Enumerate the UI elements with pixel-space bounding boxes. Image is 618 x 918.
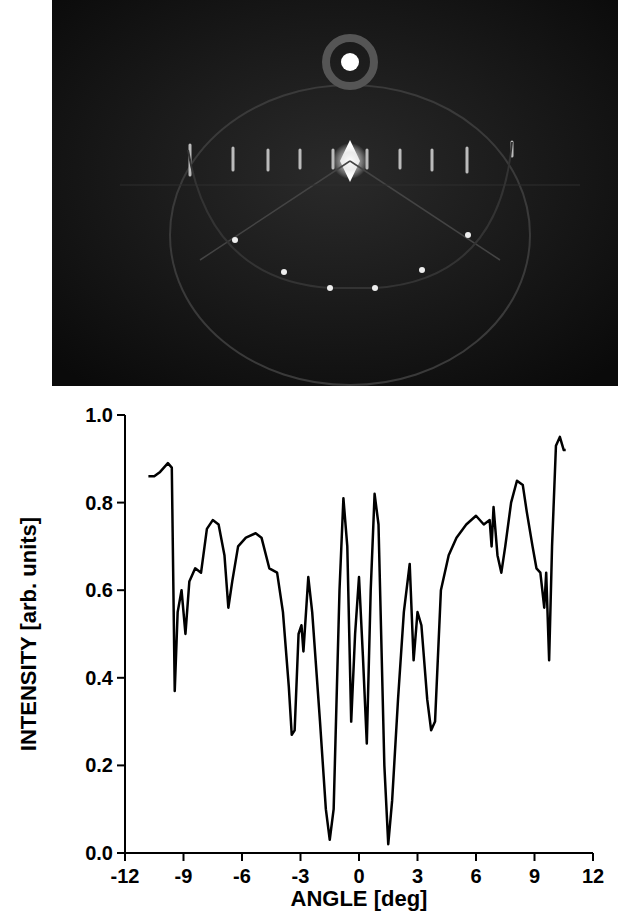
streak <box>431 150 434 170</box>
streak <box>299 150 302 168</box>
y-tick <box>117 502 125 504</box>
x-tick <box>300 853 302 861</box>
intensity-line <box>148 437 565 844</box>
x-axis-title: ANGLE [deg] <box>291 886 428 911</box>
x-tick-label: -9 <box>175 865 193 887</box>
laue-spot <box>327 285 333 291</box>
y-tick-label: 0.4 <box>85 667 114 689</box>
streak <box>267 150 270 170</box>
x-tick <box>358 853 360 861</box>
x-tick <box>241 853 243 861</box>
streak <box>332 150 335 168</box>
laue-spot <box>232 237 238 243</box>
x-tick-label: -12 <box>111 865 140 887</box>
plot-area <box>148 437 565 844</box>
y-tick <box>117 677 125 679</box>
y-tick <box>117 589 125 591</box>
laue-spot <box>419 267 425 273</box>
y-tick <box>117 764 125 766</box>
y-tick-label: 0.8 <box>85 492 113 514</box>
streak <box>399 150 402 168</box>
streak <box>232 148 235 170</box>
y-tick-label: 0.0 <box>85 842 113 864</box>
rheed-photo <box>52 0 618 386</box>
laue-spot <box>281 269 287 275</box>
y-tick <box>117 414 125 416</box>
x-tick <box>124 853 126 861</box>
y-tick <box>117 852 125 854</box>
photo-background <box>52 0 618 386</box>
x-tick-label: -3 <box>292 865 310 887</box>
kikuchi-line <box>350 161 500 260</box>
y-tick-label: 0.2 <box>85 754 113 776</box>
y-tick-label: 1.0 <box>85 404 113 426</box>
specular-spot <box>341 53 359 71</box>
x-tick-label: 6 <box>470 865 481 887</box>
streak <box>366 150 369 168</box>
x-tick <box>183 853 185 861</box>
figure: 0.0 0.2 0.4 0.6 0.8 1.0 -12 -9 -6 -3 0 3 6 9 12 ANGLE [… <box>0 0 618 918</box>
x-tick-label: 9 <box>529 865 540 887</box>
x-tick-label: -6 <box>233 865 251 887</box>
shadow-edge <box>170 85 530 385</box>
chart: 0.0 0.2 0.4 0.6 0.8 1.0 -12 -9 -6 -3 0 3 6 9 12 ANGLE [… <box>16 404 604 911</box>
y-axis <box>124 415 126 853</box>
laue-arc <box>188 142 512 288</box>
x-tick-label: 0 <box>353 865 364 887</box>
x-tick-label: 12 <box>582 865 604 887</box>
streak <box>466 148 469 172</box>
x-tick <box>475 853 477 861</box>
x-tick <box>534 853 536 861</box>
halo <box>326 38 374 86</box>
kikuchi-line <box>120 185 580 186</box>
x-tick-label: 3 <box>412 865 423 887</box>
laue-spot <box>465 232 471 238</box>
y-tick-label: 0.6 <box>85 579 113 601</box>
x-tick <box>417 853 419 861</box>
y-axis-title: INTENSITY [arb. units] <box>16 517 41 751</box>
laue-spot <box>372 285 378 291</box>
kikuchi-line <box>200 161 350 260</box>
x-tick <box>592 853 594 861</box>
